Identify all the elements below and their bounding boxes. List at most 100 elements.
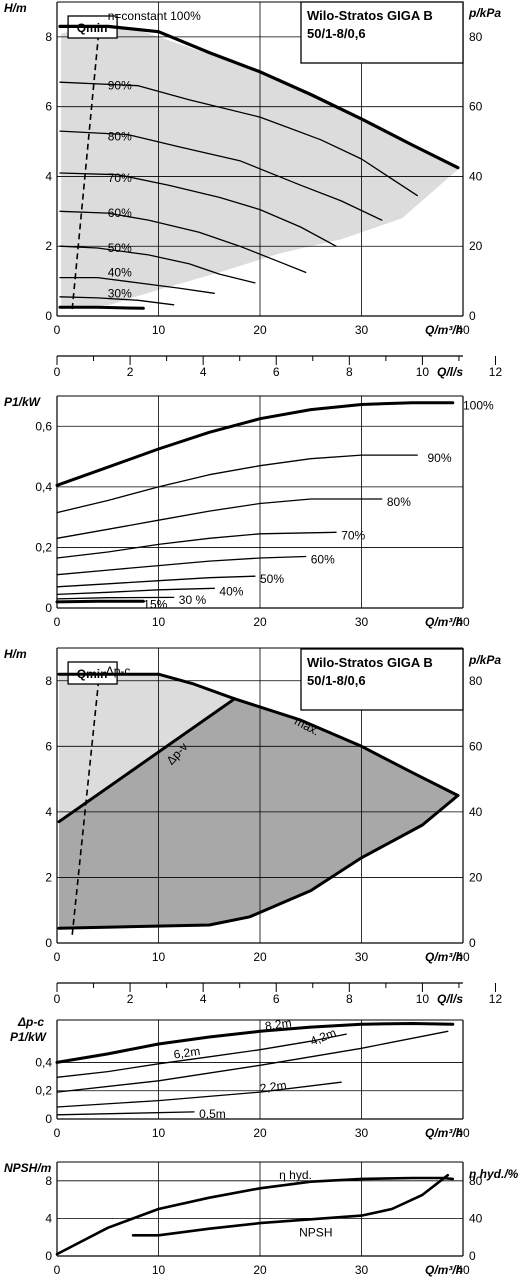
x-tick-label: 0 xyxy=(54,615,61,629)
y2-tick-label: 40 xyxy=(469,805,483,819)
series-line xyxy=(131,1173,450,1237)
ls-tick-label: 4 xyxy=(200,365,207,379)
series-label: 30 % xyxy=(179,593,207,607)
series-label: 60% xyxy=(311,553,335,567)
x-axis-label: Q/m³/h xyxy=(425,1126,463,1140)
y-tick-label: 4 xyxy=(45,1211,52,1225)
series-label: 70% xyxy=(341,528,365,542)
y2-tick-label: 20 xyxy=(469,870,483,884)
flow-ls-axis-top: 0 2 4 6 8 10 12 Q/l/s xyxy=(54,355,502,379)
series-line xyxy=(55,1176,455,1256)
series-line xyxy=(56,555,307,576)
dp-v-light-region xyxy=(59,674,235,822)
y2-axis-label: p/kPa xyxy=(468,6,501,20)
y-tick-label: 0,2 xyxy=(35,540,52,554)
series-line xyxy=(56,531,337,559)
ls-tick-label: 8 xyxy=(346,365,353,379)
product-model: 50/1-8/0,6 xyxy=(307,673,366,688)
series-label: 0,5m xyxy=(199,1107,226,1121)
y2-axis-label: p/kPa xyxy=(468,653,501,667)
series-line xyxy=(59,130,383,221)
y2-tick-label: 60 xyxy=(469,100,483,114)
series-line xyxy=(55,1022,455,1064)
series-line xyxy=(59,172,337,247)
series-line xyxy=(56,1081,342,1108)
series-line xyxy=(56,587,215,596)
x-tick-label: 20 xyxy=(253,615,267,629)
y-axis-label: Δp-c P1/kW xyxy=(10,1015,48,1044)
y-tick-label: 0 xyxy=(45,1249,52,1263)
x-tick-label: 40 xyxy=(456,1263,470,1277)
series-label: Δp-c xyxy=(106,664,131,678)
series-label: 90% xyxy=(108,79,132,93)
x-tick-label: 20 xyxy=(253,323,267,337)
y-tick-label: 0 xyxy=(45,601,52,615)
series-label: 30% xyxy=(108,286,132,300)
y2-tick-label: 80 xyxy=(469,674,483,688)
series-line xyxy=(59,296,175,306)
series-label: 15% xyxy=(143,597,167,611)
x-tick-label: 30 xyxy=(355,615,369,629)
qmin-dashed-line xyxy=(71,22,101,310)
ls-tick-label: 6 xyxy=(273,365,280,379)
ls-tick-label: 0 xyxy=(54,365,61,379)
series-line xyxy=(59,245,256,284)
ls-tick-label: 6 xyxy=(273,992,280,1006)
series-line xyxy=(58,24,460,170)
operating-range-region xyxy=(61,26,458,310)
ls-tick-label: 10 xyxy=(416,992,430,1006)
y-tick-label: 8 xyxy=(45,674,52,688)
ls-tick-label: 0 xyxy=(54,992,61,1006)
x-axis-label: Q/m³/h xyxy=(425,1263,463,1277)
y-tick-label: 6 xyxy=(45,100,52,114)
series-label: 40% xyxy=(219,584,243,598)
y2-tick-label: 40 xyxy=(469,169,483,183)
series-line xyxy=(56,498,383,539)
y-tick-label: 0,6 xyxy=(35,419,52,433)
series-label: 50% xyxy=(108,241,132,255)
ls-tick-label: 8 xyxy=(346,992,353,1006)
series-line xyxy=(59,210,307,274)
y2-axis-label: η hyd./% xyxy=(469,1167,519,1181)
y-tick-label: 2 xyxy=(45,870,52,884)
y2-tick-label: 0 xyxy=(469,309,476,323)
x-tick-label: 10 xyxy=(152,323,166,337)
x-axis-label: Q/m³/h xyxy=(425,615,463,629)
x-axis-label: Q/m³/h xyxy=(425,323,463,337)
y-tick-label: 8 xyxy=(45,30,52,44)
series-label: 70% xyxy=(108,171,132,185)
x-axis-label: Q/m³/h xyxy=(425,950,463,964)
x-tick-label: 0 xyxy=(54,1263,61,1277)
x-tick-label: 0 xyxy=(54,323,61,337)
series-label: 50% xyxy=(260,572,284,586)
title-frame xyxy=(300,1,464,64)
x-tick-label: 10 xyxy=(152,950,166,964)
series-label: 60% xyxy=(108,206,132,220)
y-tick-label: 0 xyxy=(45,1112,52,1126)
series-label: 6,2m xyxy=(173,1044,201,1062)
series-line xyxy=(57,794,460,930)
title-frame xyxy=(300,648,464,711)
y-axis-label: NPSH/m xyxy=(4,1161,52,1175)
y2-tick-label: 20 xyxy=(469,239,483,253)
series-label: 100% xyxy=(463,399,494,413)
title-box-mid: Wilo-Stratos GIGA B 50/1-8/0,6 xyxy=(300,648,464,711)
series-label: 80% xyxy=(387,495,411,509)
product-model: 50/1-8/0,6 xyxy=(307,26,366,41)
series-label: η hyd. xyxy=(279,1168,312,1182)
series-line xyxy=(55,401,455,487)
series-line xyxy=(56,1111,195,1116)
x-tick-label: 40 xyxy=(456,615,470,629)
series-line xyxy=(59,81,418,197)
x-tick-label: 30 xyxy=(355,323,369,337)
series-label: 90% xyxy=(427,451,451,465)
flow-ls-axis-mid: 0 2 4 6 8 10 12 Q/l/s xyxy=(54,982,502,1006)
y-axis-label: H/m xyxy=(4,1,27,15)
x-tick-label: 30 xyxy=(355,950,369,964)
y2-tick-label: 0 xyxy=(469,936,476,950)
y2-tick-label: 0 xyxy=(469,1249,476,1263)
x-tick-label: 40 xyxy=(456,323,470,337)
x-tick-label: 20 xyxy=(253,1126,267,1140)
